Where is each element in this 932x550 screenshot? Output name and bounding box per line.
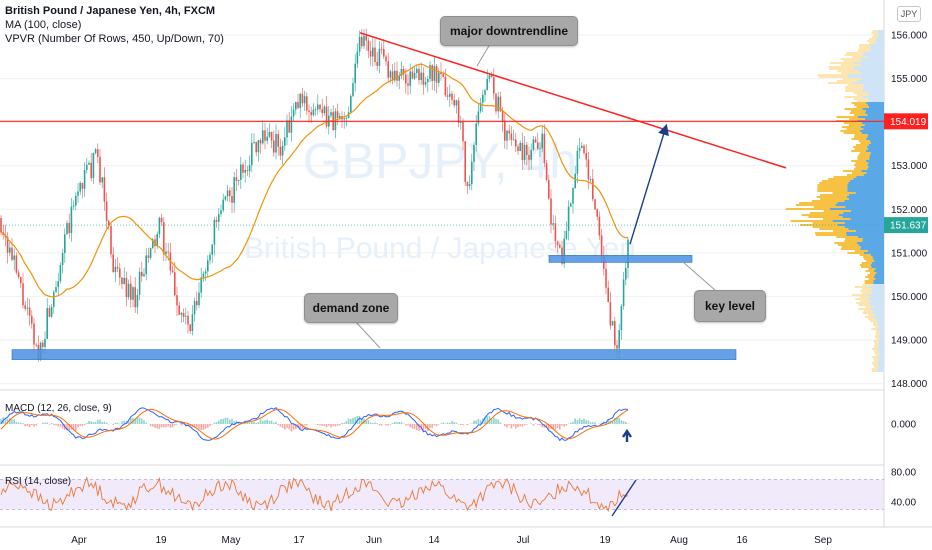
resistance-price-text: 154.019 [890,117,927,128]
time-tick-label: 14 [428,535,440,546]
symbol-title[interactable]: British Pound / Japanese Yen, 4h, FXCM [5,5,216,17]
key-level-box [548,255,693,263]
ma-100-line [0,63,629,298]
demand-zone-callout: demand zone [304,293,398,323]
rsi-line [0,475,629,513]
price-tick-label: 149.000 [891,336,928,347]
time-tick-label: May [222,535,241,546]
macd-pane-label[interactable]: MACD (12, 26, close, 9) [5,403,112,414]
time-tick-label: Apr [71,535,87,546]
macd-signal-line [0,408,629,440]
last-price-tag: 151.637 [884,217,928,234]
currency-button[interactable]: JPY [897,6,921,22]
time-tick-label: Jun [366,535,382,546]
key-level-callout-pointer [682,261,716,291]
rsi-tick-label: 40.00 [891,498,916,509]
last-price-text: 151.637 [890,221,927,232]
projection-arrow [629,123,669,245]
macd-up-arrow [622,428,632,442]
vpvr-indicator-label[interactable]: VPVR (Number Of Rows, 450, Up/Down, 70) [5,33,224,45]
price-tick-label: 152.000 [891,205,928,216]
price-tick-label: 150.000 [891,292,928,303]
time-tick-label: Jul [517,535,530,546]
key-level-callout: key level [694,290,766,322]
time-tick-label: Aug [670,535,688,546]
price-tick-label: 156.000 [891,31,928,42]
demand-callout-pointer [354,320,381,349]
rsi-band [0,479,884,510]
price-tick-label: 153.000 [891,161,928,172]
downtrend-line [359,32,787,169]
resistance-price-tag: 154.019 [884,113,928,130]
price-tick-label: 148.000 [891,379,928,390]
time-tick-label: 17 [293,535,305,546]
downtrend-callout: major downtrendline [440,16,578,46]
macd-tick-label: 0.000 [891,420,916,431]
downtrend-callout-pointer [476,43,491,67]
rsi-tick-label: 80.00 [891,468,916,479]
time-tick-label: 19 [599,535,611,546]
macd-pane [0,407,629,442]
price-tick-label: 155.000 [891,74,928,85]
rsi-trend-line [611,479,637,517]
rsi-pane-label[interactable]: RSI (14, close) [5,476,72,487]
chart-legend: British Pound / Japanese Yen, 4h, FXCM M… [5,4,224,46]
vpvr-profile [785,30,884,372]
demand-zone-box [11,349,737,360]
time-tick-label: 16 [736,535,748,546]
ma-indicator-label[interactable]: MA (100, close) [5,19,82,31]
price-tick-label: 151.000 [891,248,928,259]
time-tick-label: Sep [814,535,832,546]
time-tick-label: 19 [155,535,167,546]
